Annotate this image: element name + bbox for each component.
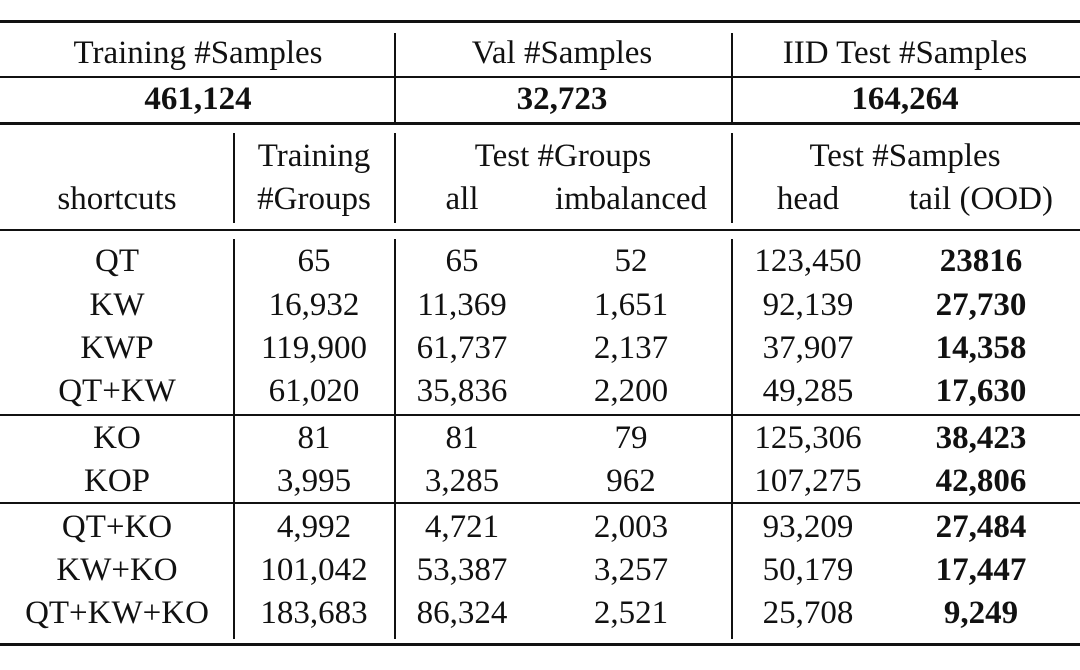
header-shortcuts: shortcuts bbox=[57, 181, 177, 217]
cell-test-samples-head: 107,275 bbox=[754, 463, 862, 499]
cell-test-groups-all: 4,721 bbox=[424, 509, 500, 545]
column-divider-2 bbox=[394, 133, 396, 223]
column-divider-3 bbox=[731, 133, 733, 223]
cell-test-samples-tail: 17,630 bbox=[935, 373, 1027, 409]
cell-test-groups-imbalanced: 52 bbox=[614, 243, 648, 279]
header-test-groups-all: all bbox=[445, 181, 479, 217]
cell-shortcut: QT+KO bbox=[61, 509, 173, 545]
cell-training-groups: 183,683 bbox=[260, 595, 368, 631]
column-divider-1 bbox=[233, 133, 235, 223]
cell-test-samples-head: 123,450 bbox=[754, 243, 862, 279]
cell-test-groups-imbalanced: 2,521 bbox=[593, 595, 669, 631]
top-rule bbox=[0, 20, 1080, 23]
header-test-groups-imbalanced: imbalanced bbox=[554, 181, 708, 217]
cell-training-groups: 119,900 bbox=[260, 330, 368, 366]
cell-test-samples-tail: 42,806 bbox=[935, 463, 1027, 499]
cell-training-groups: 81 bbox=[297, 420, 331, 456]
body-divider-1 bbox=[233, 239, 235, 639]
cell-test-groups-imbalanced: 79 bbox=[614, 420, 648, 456]
header-test-samples: Test #Samples bbox=[809, 138, 1001, 174]
cell-test-groups-imbalanced: 962 bbox=[606, 463, 656, 499]
group-rule-1 bbox=[0, 414, 1080, 416]
cell-test-samples-tail: 27,730 bbox=[935, 287, 1027, 323]
cell-test-samples-tail: 23816 bbox=[939, 243, 1023, 279]
cell-test-samples-head: 92,139 bbox=[762, 287, 854, 323]
cell-test-groups-all: 81 bbox=[445, 420, 479, 456]
summary-rule bbox=[0, 122, 1080, 125]
summary-divider-1 bbox=[394, 33, 396, 123]
cell-test-groups-imbalanced: 2,137 bbox=[593, 330, 669, 366]
body-divider-2 bbox=[394, 239, 396, 639]
bottom-rule bbox=[0, 643, 1080, 646]
header-test-groups: Test #Groups bbox=[474, 138, 652, 174]
cell-test-samples-head: 125,306 bbox=[754, 420, 862, 456]
header-training-groups-line1: Training bbox=[257, 138, 371, 174]
cell-shortcut: KWP bbox=[80, 330, 154, 366]
summary-value-val: 32,723 bbox=[516, 81, 608, 117]
summary-header-training: Training #Samples bbox=[73, 35, 323, 71]
cell-training-groups: 3,995 bbox=[276, 463, 352, 499]
cell-test-samples-head: 49,285 bbox=[762, 373, 854, 409]
group-rule-2 bbox=[0, 502, 1080, 504]
cell-training-groups: 101,042 bbox=[260, 552, 368, 588]
cell-test-groups-all: 61,737 bbox=[416, 330, 508, 366]
cell-test-groups-imbalanced: 3,257 bbox=[593, 552, 669, 588]
cell-test-groups-all: 11,369 bbox=[417, 287, 507, 323]
cell-shortcut: QT+KW+KO bbox=[25, 595, 209, 631]
body-divider-3 bbox=[731, 239, 733, 639]
cell-test-samples-tail: 38,423 bbox=[935, 420, 1027, 456]
cell-test-groups-imbalanced: 2,200 bbox=[593, 373, 669, 409]
cell-test-samples-head: 37,907 bbox=[762, 330, 854, 366]
cell-test-samples-tail: 27,484 bbox=[935, 509, 1027, 545]
cell-test-groups-all: 53,387 bbox=[416, 552, 508, 588]
header-test-samples-head: head bbox=[776, 181, 840, 217]
summary-divider-2 bbox=[731, 33, 733, 123]
summary-header-val: Val #Samples bbox=[471, 35, 653, 71]
header-test-samples-tail: tail (OOD) bbox=[909, 181, 1053, 217]
cell-shortcut: KOP bbox=[83, 463, 151, 499]
cell-shortcut: KW+KO bbox=[56, 552, 178, 588]
cell-test-samples-tail: 17,447 bbox=[935, 552, 1027, 588]
cell-shortcut: QT bbox=[95, 243, 139, 279]
cell-test-groups-imbalanced: 2,003 bbox=[593, 509, 669, 545]
cell-test-samples-head: 50,179 bbox=[762, 552, 854, 588]
cell-test-samples-head: 25,708 bbox=[762, 595, 854, 631]
summary-value-test: 164,264 bbox=[851, 81, 959, 117]
cell-shortcut: KO bbox=[93, 420, 141, 456]
cell-test-groups-all: 65 bbox=[445, 243, 479, 279]
cell-test-samples-head: 93,209 bbox=[762, 509, 854, 545]
cell-test-samples-tail: 9,249 bbox=[943, 595, 1019, 631]
cell-test-samples-tail: 14,358 bbox=[935, 330, 1027, 366]
cell-test-groups-all: 86,324 bbox=[416, 595, 508, 631]
cell-training-groups: 4,992 bbox=[276, 509, 352, 545]
cell-training-groups: 16,932 bbox=[268, 287, 360, 323]
summary-header-test: IID Test #Samples bbox=[782, 35, 1028, 71]
column-header-rule bbox=[0, 229, 1080, 231]
cell-shortcut: KW bbox=[89, 287, 145, 323]
summary-value-training: 461,124 bbox=[144, 81, 252, 117]
cell-test-groups-all: 35,836 bbox=[416, 373, 508, 409]
header-training-groups-line2: #Groups bbox=[257, 181, 371, 217]
cell-test-groups-imbalanced: 1,651 bbox=[593, 287, 669, 323]
summary-header-rule bbox=[0, 76, 1080, 78]
cell-training-groups: 61,020 bbox=[268, 373, 360, 409]
cell-training-groups: 65 bbox=[297, 243, 331, 279]
cell-test-groups-all: 3,285 bbox=[424, 463, 500, 499]
cell-shortcut: QT+KW bbox=[58, 373, 176, 409]
